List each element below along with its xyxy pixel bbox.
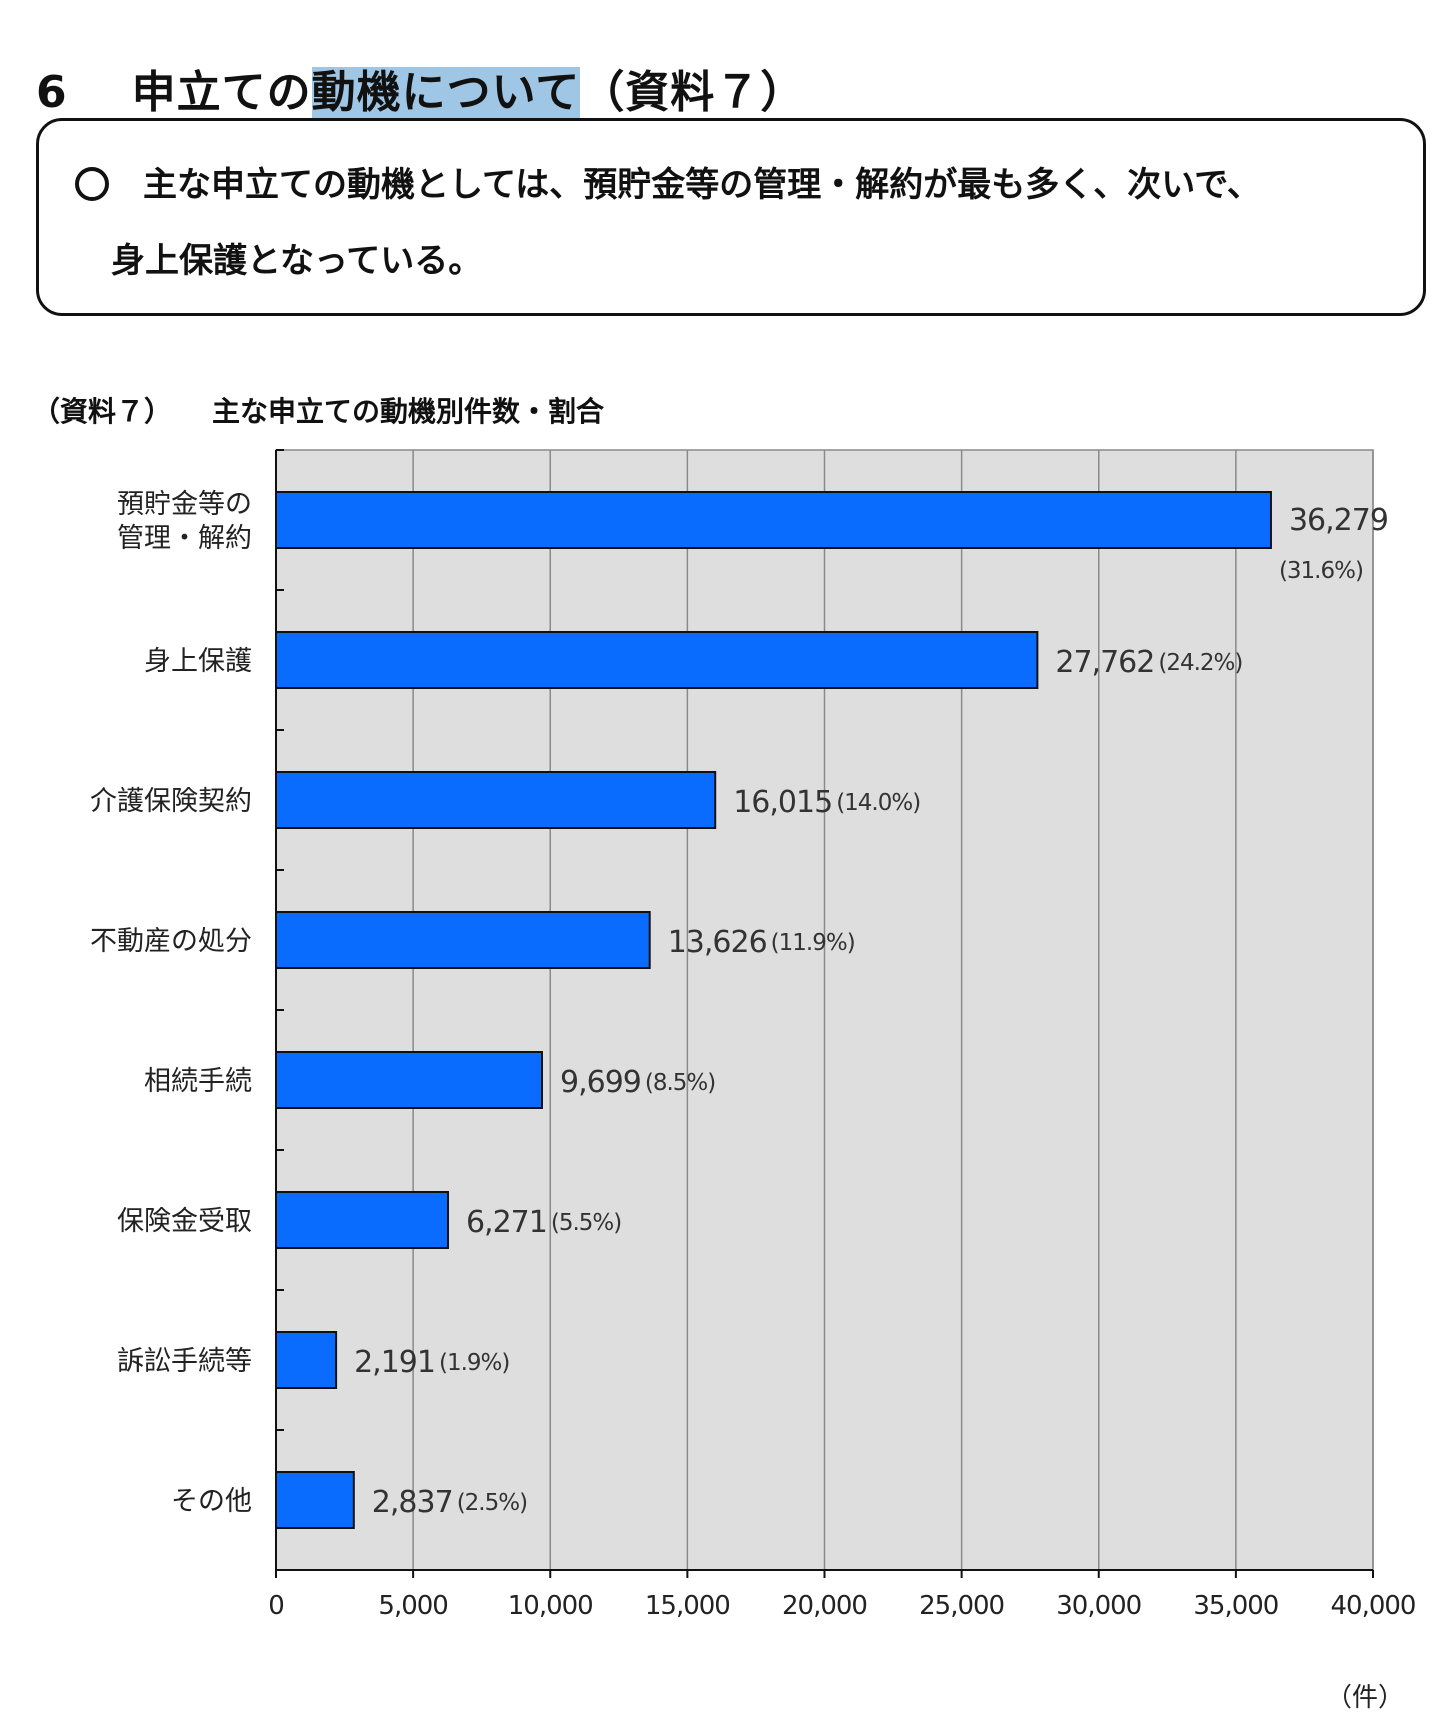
percent-label: (11.9%) — [771, 930, 855, 956]
section-title-post: （資料７） — [580, 67, 806, 118]
bar — [275, 911, 651, 969]
value-label: 36,279 — [1289, 503, 1388, 538]
category-label: 管理・解約 — [117, 523, 252, 554]
bar — [275, 1331, 338, 1389]
value-label: 2,837 — [372, 1485, 453, 1520]
category-label: 訴訟手続等 — [117, 1346, 252, 1377]
value-label: 16,015 — [733, 785, 832, 820]
x-tick-label: 35,000 — [1193, 1591, 1278, 1621]
section-number: 6 — [36, 67, 68, 118]
category-label: その他 — [171, 1486, 252, 1517]
value-label: 2,191 — [354, 1345, 435, 1380]
bar — [275, 631, 1039, 689]
x-tick-label: 25,000 — [919, 1591, 1004, 1621]
chart-caption-title: 主な申立ての動機別件数・割合 — [212, 395, 605, 428]
percent-label: (5.5%) — [551, 1210, 621, 1236]
percent-label: (8.5%) — [645, 1070, 715, 1096]
x-tick-label: 0 — [268, 1591, 284, 1621]
percent-label: (31.6%) — [1279, 558, 1363, 584]
summary-text-1: 主な申立ての動機としては、預貯金等の管理・解約が最も多く、次いで、 — [143, 165, 1261, 205]
section-title-pre: 申立ての — [131, 67, 312, 118]
section-title-highlight: 動機について — [311, 67, 581, 118]
x-tick-label: 5,000 — [378, 1591, 447, 1621]
x-tick-label: 10,000 — [508, 1591, 593, 1621]
value-label: 9,699 — [560, 1065, 641, 1100]
summary-box: 主な申立ての動機としては、預貯金等の管理・解約が最も多く、次いで、 身上保護とな… — [36, 118, 1426, 316]
value-label: 6,271 — [466, 1205, 547, 1240]
bar — [275, 1471, 355, 1529]
circle-bullet-icon — [75, 166, 109, 201]
category-label: 保険金受取 — [117, 1206, 252, 1237]
value-label: 27,762 — [1055, 645, 1154, 680]
category-label: 身上保護 — [144, 646, 252, 677]
chart-caption: （資料７） 主な申立ての動機別件数・割合 — [32, 390, 604, 430]
summary-text-2: 身上保護となっている。 — [111, 241, 483, 281]
x-tick-label: 40,000 — [1331, 1591, 1416, 1621]
percent-label: (1.9%) — [439, 1350, 509, 1376]
category-label: 不動産の処分 — [90, 926, 252, 957]
section-title: 6 申立ての動機について（資料７） — [36, 56, 805, 120]
bar — [275, 1051, 543, 1109]
category-label: 預貯金等の — [117, 489, 252, 520]
bar — [275, 491, 1272, 549]
x-tick-label: 30,000 — [1056, 1591, 1141, 1621]
unit-label: （件） — [1326, 1683, 1404, 1713]
summary-line-1: 主な申立ての動機としては、預貯金等の管理・解約が最も多く、次いで、 — [75, 157, 1261, 206]
percent-label: (24.2%) — [1158, 650, 1242, 676]
chart-caption-ref: （資料７） — [32, 395, 173, 428]
percent-label: (14.0%) — [836, 790, 920, 816]
category-label: 介護保険契約 — [90, 786, 252, 817]
percent-label: (2.5%) — [457, 1490, 527, 1516]
x-tick-label: 15,000 — [645, 1591, 730, 1621]
bar — [275, 1191, 449, 1249]
value-label: 13,626 — [668, 925, 767, 960]
bar — [275, 771, 717, 829]
category-label: 相続手続 — [144, 1066, 252, 1097]
x-tick-label: 20,000 — [782, 1591, 867, 1621]
